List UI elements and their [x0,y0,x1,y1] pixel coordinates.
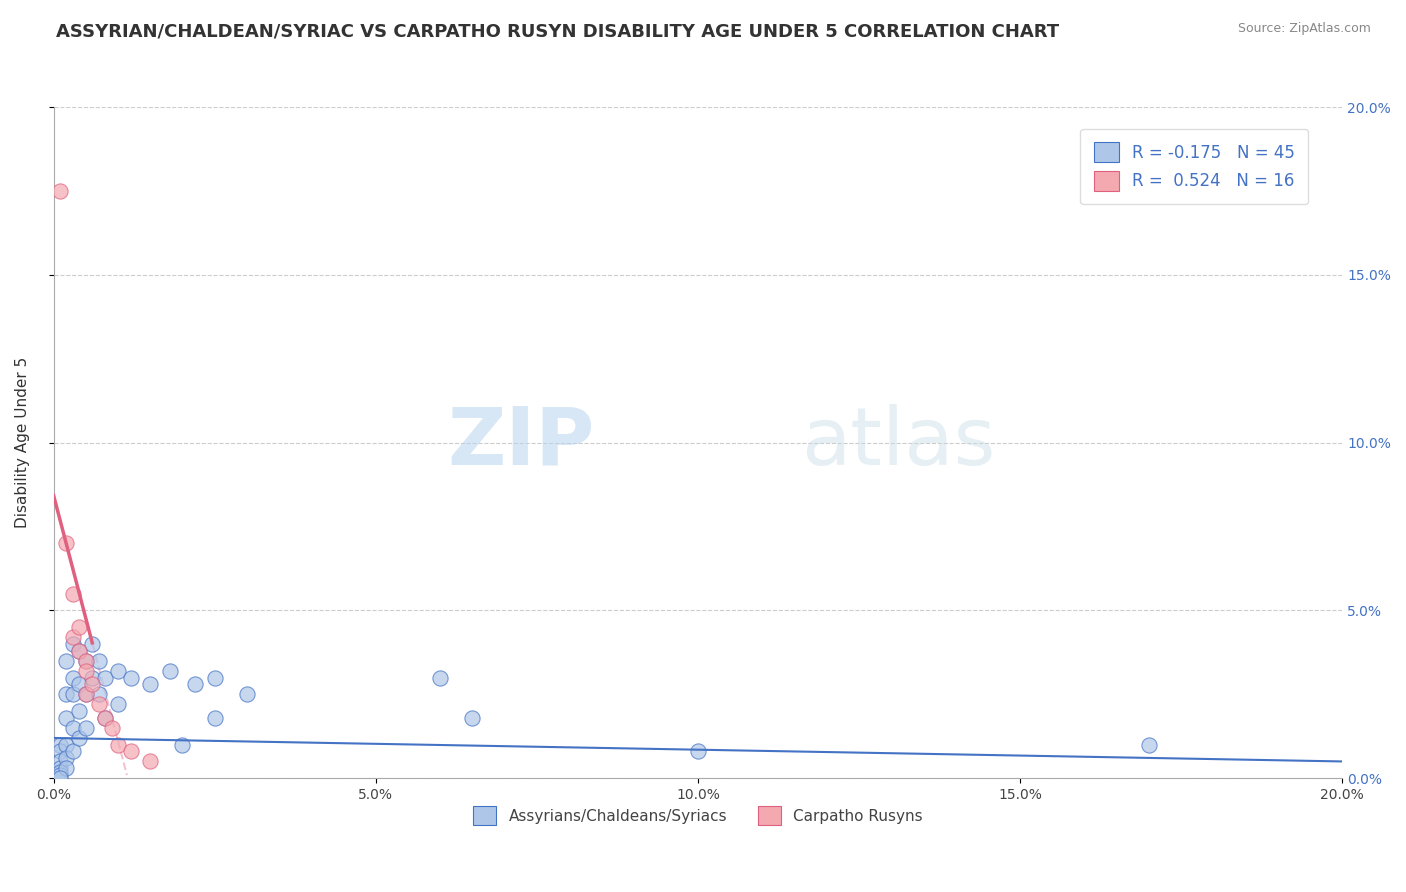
Point [55,687,77,701]
Point [67,620,90,634]
Point [87,654,110,668]
Y-axis label: Disability Age Under 5: Disability Age Under 5 [15,357,30,528]
Point [139,755,162,769]
Point [120,744,142,758]
Point [55,536,77,550]
Point [75,721,97,735]
Point [461,711,484,725]
Point [107,738,129,752]
Point [67,677,90,691]
Point [62,630,84,644]
Point [62,721,84,735]
Point [82,637,104,651]
Point [49,738,72,752]
Point [87,687,110,701]
Point [49,755,72,769]
Point [62,637,84,651]
Point [82,671,104,685]
Point [172,738,194,752]
Point [87,698,110,712]
Point [75,664,97,678]
Point [75,687,97,701]
Point [55,738,77,752]
Point [55,751,77,765]
Point [62,671,84,685]
Point [49,744,72,758]
Point [55,711,77,725]
Point [67,643,90,657]
Point [236,687,259,701]
Point [429,671,451,685]
Point [49,184,72,198]
Point [75,687,97,701]
Point [49,761,72,775]
Point [82,677,104,691]
Point [159,664,181,678]
Point [120,671,142,685]
Point [62,687,84,701]
Point [204,671,226,685]
Point [107,698,129,712]
Point [49,764,72,779]
Point [55,761,77,775]
Point [62,744,84,758]
Text: atlas: atlas [801,403,995,482]
Point [94,711,117,725]
Point [55,654,77,668]
Point [49,768,72,782]
Legend: Assyrians/Chaldeans/Syriacs, Carpatho Rusyns: Assyrians/Chaldeans/Syriacs, Carpatho Ru… [467,800,928,831]
Point [49,771,72,785]
Point [100,721,122,735]
Point [94,711,117,725]
Point [75,654,97,668]
Point [1137,738,1160,752]
Point [184,677,207,691]
Point [67,704,90,718]
Text: ZIP: ZIP [447,403,595,482]
Text: ASSYRIAN/CHALDEAN/SYRIAC VS CARPATHO RUSYN DISABILITY AGE UNDER 5 CORRELATION CH: ASSYRIAN/CHALDEAN/SYRIAC VS CARPATHO RUS… [56,22,1059,40]
Point [94,671,117,685]
Point [75,654,97,668]
Point [204,711,226,725]
Text: Source: ZipAtlas.com: Source: ZipAtlas.com [1237,22,1371,36]
Point [67,643,90,657]
Point [686,744,709,758]
Point [62,587,84,601]
Point [139,677,162,691]
Point [67,731,90,745]
Point [107,664,129,678]
